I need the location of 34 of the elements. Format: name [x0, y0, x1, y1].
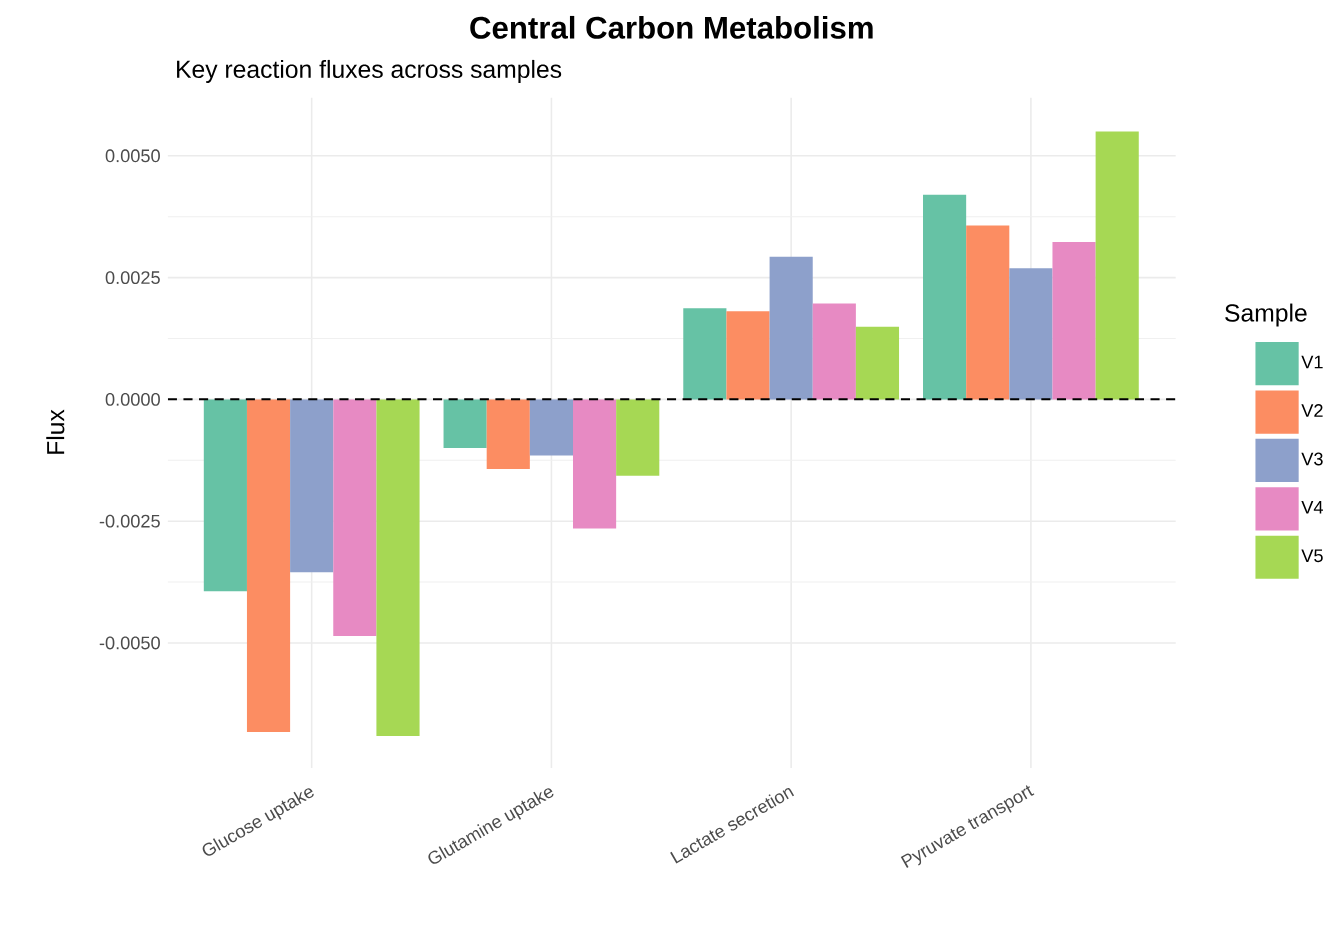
bar — [726, 311, 770, 400]
legend-label: V2 — [1301, 403, 1323, 417]
bar — [769, 256, 813, 400]
bar — [812, 303, 856, 400]
y-axis-title: Flux — [46, 409, 65, 454]
legend-label: V1 — [1301, 355, 1323, 369]
chart-subtitle: Key reaction fluxes across samples — [177, 59, 562, 83]
legend-label: V5 — [1301, 549, 1323, 562]
y-tick-label: 0.0050 — [105, 149, 160, 163]
chart-title: Central Carbon Metabolism — [470, 15, 873, 39]
bar — [290, 399, 334, 573]
y-tick-label: -0.0050 — [99, 636, 160, 650]
bar — [529, 399, 573, 456]
bar — [683, 308, 727, 400]
bar — [203, 399, 247, 592]
bar — [966, 225, 1010, 400]
bar — [1052, 241, 1096, 400]
bar — [486, 399, 530, 469]
bar — [333, 399, 377, 636]
legend-label: V4 — [1301, 500, 1323, 514]
bar — [923, 194, 967, 400]
y-tick-label: 0.0025 — [105, 270, 160, 284]
bar — [616, 399, 660, 476]
bar — [1009, 268, 1053, 400]
bar — [1095, 131, 1139, 400]
legend-title: Sample — [1225, 303, 1307, 327]
bar — [855, 326, 900, 400]
legend-label: V3 — [1301, 452, 1323, 466]
bar — [443, 399, 487, 448]
bar — [246, 399, 291, 732]
bar — [376, 399, 420, 736]
y-tick-label: 0.0000 — [105, 392, 160, 406]
bar — [572, 399, 617, 529]
y-tick-label: -0.0025 — [99, 514, 160, 528]
